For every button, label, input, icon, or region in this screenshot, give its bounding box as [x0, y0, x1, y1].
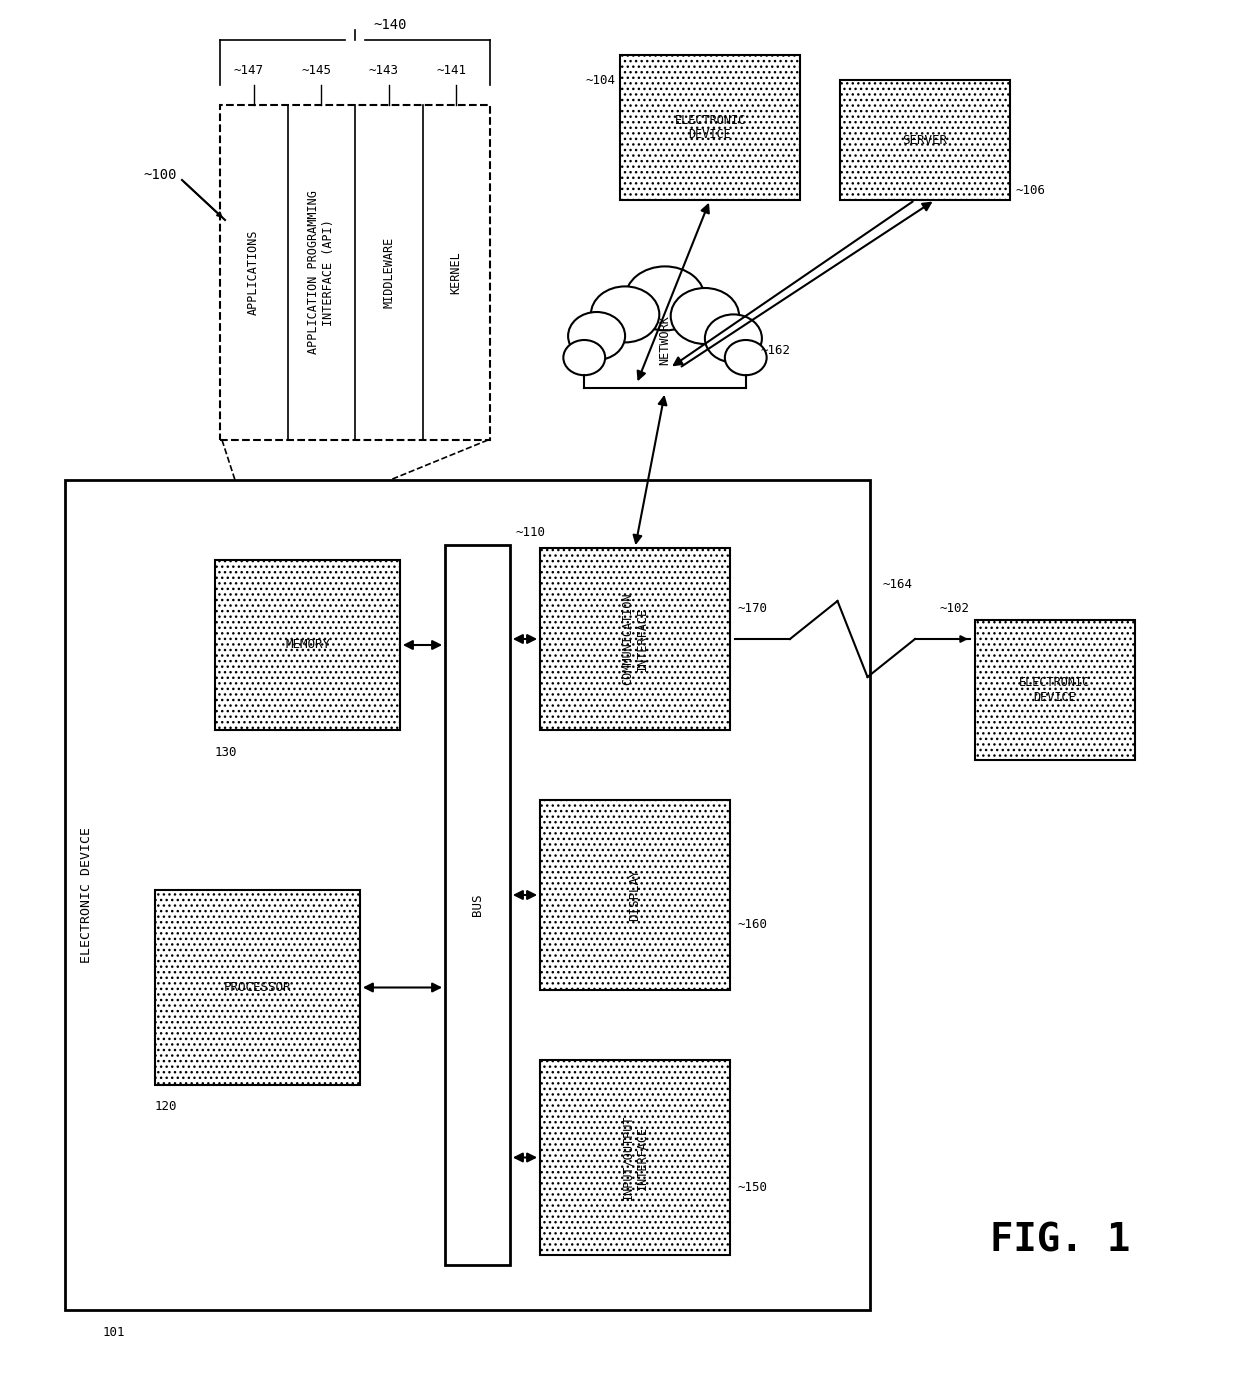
Text: ~145: ~145 [301, 64, 331, 76]
Text: ~143: ~143 [368, 64, 399, 76]
Bar [539, 1059, 730, 1254]
Bar [584, 340, 745, 396]
Text: 120: 120 [155, 1101, 177, 1113]
Text: MIDDLEWARE: MIDDLEWARE [382, 236, 396, 308]
Text: COMMUNICATION
INTERFACE: COMMUNICATION INTERFACE [621, 593, 649, 686]
Bar [539, 548, 730, 730]
Text: ~141: ~141 [436, 64, 466, 76]
Text: KERNEL: KERNEL [450, 252, 463, 293]
Ellipse shape [725, 340, 766, 375]
Text: INPUT/OUTPUT
INTERFACE: INPUT/OUTPUT INTERFACE [621, 1115, 649, 1200]
Text: APPLICATION PROGRAMMING
INTERFACE (API): APPLICATION PROGRAMMING INTERFACE (API) [308, 191, 335, 354]
Bar [839, 80, 1011, 201]
Ellipse shape [671, 288, 739, 344]
Text: ~100: ~100 [144, 167, 177, 183]
Text: SERVER: SERVER [903, 134, 947, 147]
Text: ~104: ~104 [585, 73, 615, 87]
Text: 101: 101 [103, 1325, 125, 1339]
Bar [219, 105, 490, 440]
Bar [975, 620, 1135, 761]
Text: ~150: ~150 [738, 1181, 768, 1194]
Text: ELECTRONIC DEVICE: ELECTRONIC DEVICE [81, 827, 93, 963]
Ellipse shape [579, 292, 750, 389]
Text: MEMORY: MEMORY [285, 639, 330, 651]
Text: ELECTRONIC
DEVICE: ELECTRONIC DEVICE [675, 113, 745, 141]
Text: ~162: ~162 [760, 343, 791, 357]
Text: ~164: ~164 [883, 578, 913, 591]
Bar [539, 799, 730, 990]
Bar [445, 545, 510, 1265]
Text: BUS: BUS [471, 893, 484, 917]
Text: ~110: ~110 [515, 527, 546, 539]
Bar [215, 560, 401, 730]
Text: 130: 130 [215, 745, 238, 758]
Text: ~160: ~160 [738, 918, 768, 932]
Text: ~106: ~106 [1016, 184, 1045, 196]
Bar [155, 891, 360, 1086]
Text: ELECTRONIC
DEVICE: ELECTRONIC DEVICE [1019, 676, 1091, 704]
Ellipse shape [704, 314, 761, 362]
Ellipse shape [625, 267, 704, 331]
Ellipse shape [563, 340, 605, 375]
Ellipse shape [589, 304, 742, 391]
Ellipse shape [568, 313, 625, 360]
Text: ~140: ~140 [373, 18, 407, 32]
Text: DISPLAY: DISPLAY [629, 869, 641, 921]
Text: NETWORK: NETWORK [658, 315, 672, 365]
Bar [64, 480, 870, 1310]
Text: PROCESSOR: PROCESSOR [223, 981, 291, 994]
Text: FIG. 1: FIG. 1 [990, 1221, 1130, 1259]
Ellipse shape [591, 286, 660, 343]
Bar [620, 55, 800, 201]
Text: ~102: ~102 [940, 602, 970, 614]
Text: APPLICATIONS: APPLICATIONS [247, 230, 260, 315]
Text: ~147: ~147 [234, 64, 264, 76]
Text: ~170: ~170 [738, 603, 768, 615]
